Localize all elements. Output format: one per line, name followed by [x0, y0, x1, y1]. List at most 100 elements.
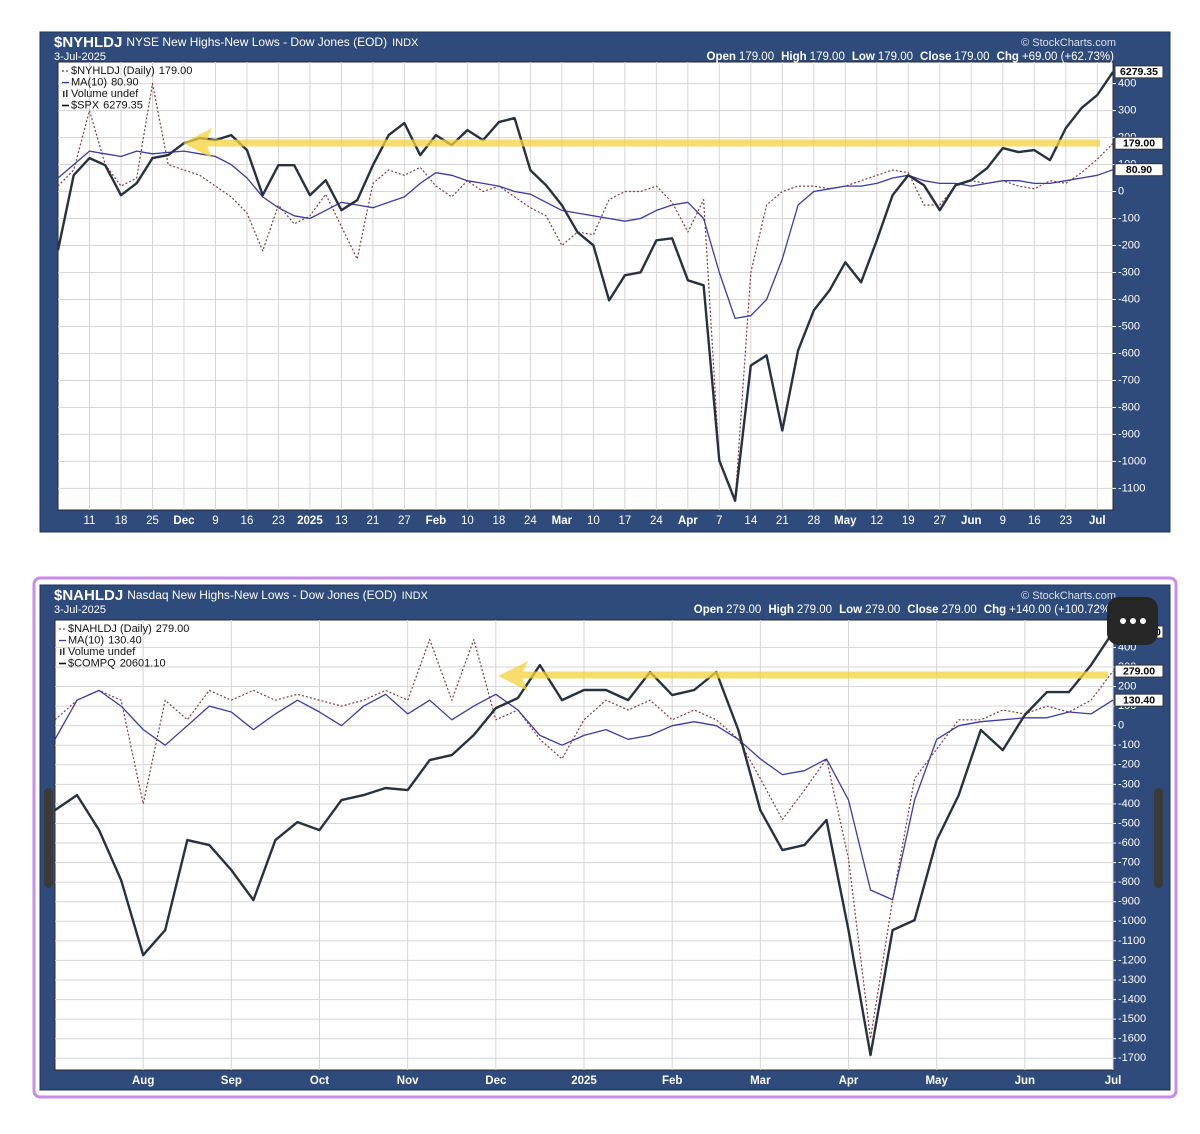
legend-entry: MA(10) 130.40 [68, 634, 142, 646]
legend-value: 6279.35 [103, 99, 143, 111]
chart-title: $NAHLDJ [54, 587, 123, 604]
quote-value: 279.00 [942, 604, 977, 616]
y-tick-label: -1600 [1118, 1033, 1146, 1045]
watermark: © StockCharts.com [1021, 37, 1116, 49]
y-tick-label: -400 [1118, 293, 1140, 305]
legend-label: $SPX [71, 99, 100, 111]
exchange: INDX [392, 37, 419, 49]
last-value-label: 179.00 [1123, 138, 1155, 150]
series-line [57, 150, 1114, 320]
y-tick-label: -600 [1118, 837, 1140, 849]
quote-value: 179.00 [739, 51, 774, 63]
y-tick-label: -1400 [1118, 993, 1146, 1005]
quote-label: Low [839, 604, 862, 616]
chart-subtitle: Nasdaq New Highs-New Lows - Dow Jones (E… [127, 588, 396, 602]
dot [1120, 618, 1126, 624]
x-tick-label: 28 [807, 515, 820, 527]
legend-swatch [63, 648, 65, 655]
y-tick-label: -700 [1118, 374, 1140, 386]
x-tick-label: 27 [933, 515, 946, 527]
x-tick-label: Oct [310, 1075, 329, 1087]
legend-value: 20601.10 [120, 657, 166, 669]
quote-label: High [781, 51, 807, 63]
scrollbar[interactable] [1154, 788, 1163, 888]
x-tick-label: Jul [1105, 1075, 1122, 1087]
last-value-label: 279.00 [1123, 665, 1155, 677]
y-tick-label: -1100 [1118, 935, 1145, 947]
x-tick-label: 24 [650, 515, 663, 527]
series-line [54, 631, 1114, 1057]
x-tick-label: Dec [173, 515, 195, 527]
legend-label: Volume undef [68, 646, 136, 658]
x-tick-label: 18 [115, 515, 128, 527]
y-tick-label: -200 [1118, 239, 1140, 251]
quote-value: 179.00 [954, 51, 989, 63]
legend-label: MA(10) [71, 76, 107, 88]
x-tick-label: May [834, 515, 857, 527]
x-tick-label: 13 [335, 515, 348, 527]
x-tick-label: Feb [662, 1075, 682, 1087]
more-button[interactable] [1107, 597, 1158, 645]
quote-line: Open 179.00 High 179.00 Low 179.00 Close 179.00… [707, 51, 1115, 63]
chart-subtitle: NYSE New Highs-New Lows - Dow Jones (EOD… [126, 35, 387, 49]
x-tick-label: Jun [961, 515, 981, 527]
quote-value: 279.00 [865, 604, 900, 616]
legend-swatch [63, 91, 65, 97]
annotation-arrow [183, 128, 1100, 158]
x-tick-label: May [925, 1075, 948, 1087]
series-line [56, 71, 1114, 502]
last-value-label: 6279.35 [1120, 66, 1158, 78]
y-tick-label: 400 [1118, 77, 1136, 89]
last-value-box [1114, 65, 1164, 79]
y-tick-label: -500 [1118, 817, 1140, 829]
x-tick-label: 14 [744, 515, 757, 527]
chart-date: 3-Jul-2025 [54, 51, 106, 63]
x-tick-label: 7 [716, 515, 722, 527]
y-tick-label: -100 [1118, 739, 1140, 751]
x-tick-label: Apr [839, 1075, 859, 1087]
plot-area [57, 61, 1114, 511]
x-tick-label: 2025 [297, 515, 323, 527]
legend-entry: $SPX 6279.35 [71, 99, 143, 111]
stock-chart: $NAHLDJ Nasdaq New Highs-New Lows - Dow J… [39, 584, 1171, 1091]
x-tick-label: Mar [750, 1075, 771, 1087]
plot-lines [56, 71, 1114, 503]
legend-swatch [66, 90, 68, 97]
x-tick-label: Sep [221, 1075, 242, 1087]
y-tick-label: -1100 [1118, 482, 1145, 494]
x-tick-label: 18 [492, 515, 505, 527]
legend-label: MA(10) [68, 634, 104, 646]
chart-title: $NYHLDJ [54, 34, 122, 51]
quote-label: High [768, 604, 794, 616]
y-tick-label: 0 [1118, 720, 1124, 732]
y-tick-label: -1000 [1118, 455, 1146, 467]
y-tick-label: -800 [1118, 876, 1140, 888]
y-tick-label: -300 [1118, 778, 1140, 790]
quote-line: Open 279.00 High 279.00 Low 279.00 Close 279.00… [694, 604, 1114, 616]
x-tick-label: 21 [776, 515, 789, 527]
watermark: © StockCharts.com [1021, 590, 1116, 602]
x-tick-label: 27 [398, 515, 411, 527]
y-tick-label: 200 [1118, 680, 1136, 692]
selection-border [32, 576, 1178, 1099]
x-tick-label: Apr [678, 515, 698, 527]
x-tick-label: 2025 [571, 1075, 597, 1087]
quote-label: Open [694, 604, 723, 616]
x-tick-label: 23 [1059, 515, 1072, 527]
x-tick-label: Nov [397, 1075, 419, 1087]
quote-value: 279.00 [726, 604, 761, 616]
series-line [54, 639, 1114, 1040]
quote-label: Chg [984, 604, 1006, 616]
legend-entry: MA(10) 80.90 [71, 76, 139, 88]
scrollbar[interactable] [44, 788, 53, 888]
quote-value: +140.00 (+100.72%) [1009, 604, 1114, 616]
y-tick-label: -400 [1118, 798, 1140, 810]
y-tick-label: 0 [1118, 185, 1124, 197]
x-tick-label: 11 [84, 515, 96, 527]
stock-chart: $NYHLDJ NYSE New Highs-New Lows - Dow Jon… [39, 31, 1171, 533]
legend-value: 130.40 [108, 634, 142, 646]
legend-entry: $NYHLDJ (Daily) 179.00 [71, 65, 192, 77]
last-value-label: 130.40 [1123, 694, 1155, 706]
y-tick-label: -1200 [1118, 954, 1146, 966]
